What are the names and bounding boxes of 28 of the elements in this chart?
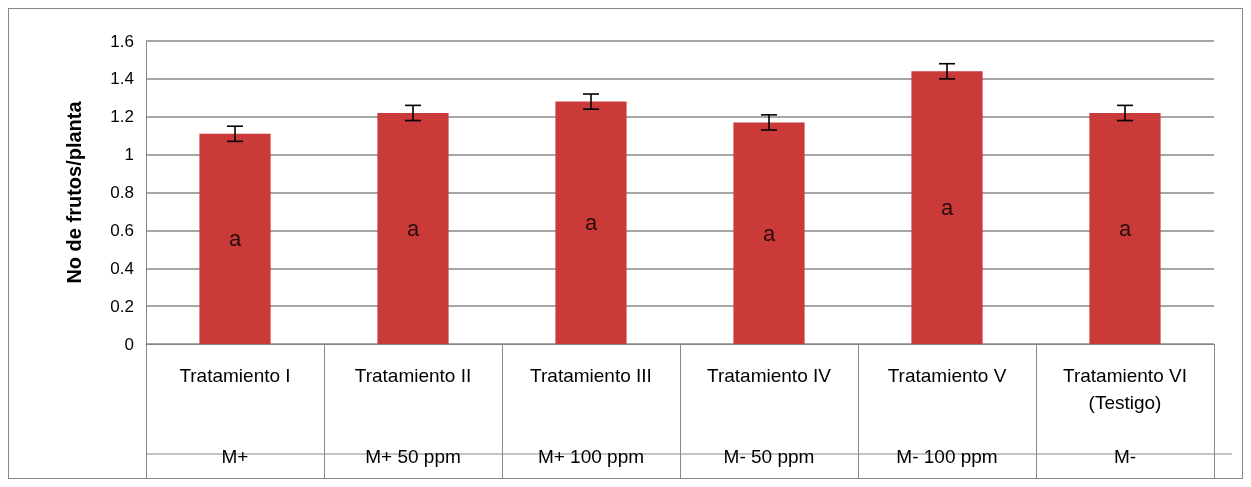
bar: [733, 122, 805, 344]
bar: [1089, 112, 1161, 344]
annotation: a: [406, 215, 420, 241]
bar: [911, 71, 983, 344]
category-label: Tratamiento II M+ 50 ppm: [354, 365, 472, 467]
category-label: Tratamiento I M+: [179, 365, 291, 467]
bar: [199, 133, 271, 344]
category-label: Tratamiento V M- 100 ppm: [887, 365, 1007, 467]
category-label: Tratamiento VI (Testigo) M-: [1063, 365, 1187, 467]
y-tick-label: 0.4: [110, 258, 134, 278]
annotation: a: [584, 210, 598, 236]
annotation: a: [1118, 215, 1132, 241]
category-label: Tratamiento IV M- 50 ppm: [707, 365, 831, 467]
category-label: Tratamiento III M+ 100 ppm: [530, 365, 652, 467]
y-tick-label: 0: [124, 334, 134, 354]
y-tick-label: 1: [124, 145, 134, 165]
y-tick-label: 0.2: [110, 296, 134, 316]
y-tick-label: 1.6: [110, 31, 134, 51]
y-tick-label: 0.8: [110, 183, 134, 202]
bar: [555, 101, 627, 344]
y-tick-label: 1.2: [110, 107, 134, 127]
y-tick-label: 0.6: [110, 220, 134, 240]
annotation: a: [762, 220, 776, 246]
annotation: a: [228, 226, 242, 252]
bar: [377, 112, 449, 344]
y-axis-title: No de frutos/planta: [63, 100, 85, 284]
y-tick-label: 1.4: [110, 69, 134, 89]
annotation: a: [940, 195, 954, 221]
